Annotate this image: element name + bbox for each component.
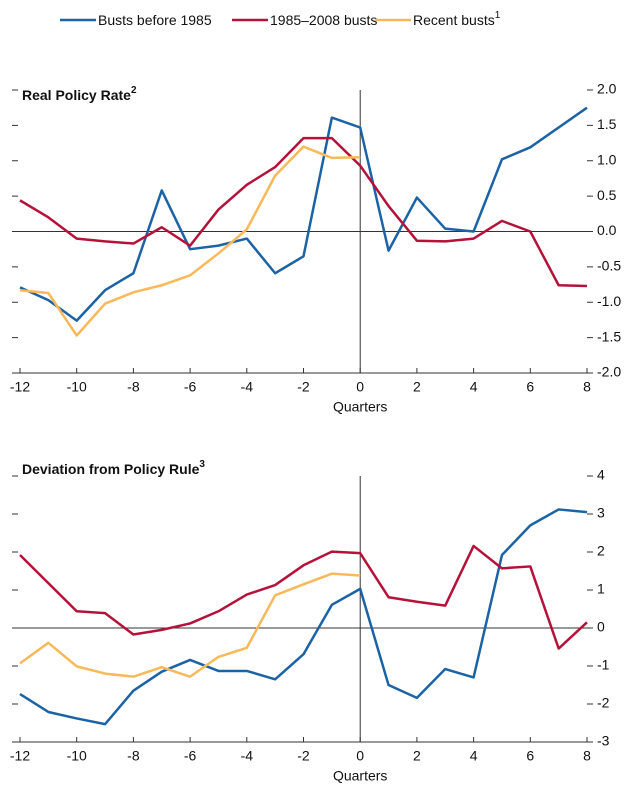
y-tick-label: -3 [597,733,610,749]
legend-text: Recent busts [413,12,495,28]
y-tick-label: 2.0 [597,81,617,97]
series-line [19,572,361,678]
y-tick-label: -0.5 [597,258,621,274]
legend-text: Busts before 1985 [98,12,212,28]
x-tick-label: 6 [526,748,534,764]
y-tick-label: -2 [597,695,610,711]
x-tick-label: 2 [413,748,421,764]
title-text: Deviation from Policy Rule [22,461,200,477]
y-tick-label: 0.5 [597,187,617,203]
y-tick-label: 4 [597,467,605,483]
x-tick-label: -2 [297,748,310,764]
y-tick-label: -1.0 [597,293,621,309]
legend-text: 1985–2008 busts [270,12,377,28]
x-tick-label: 0 [356,379,364,395]
x-tick-label: -12 [10,379,30,395]
y-tick-label: 0.0 [597,222,617,238]
legend-note: 1 [495,10,501,21]
x-tick-label: -8 [127,379,140,395]
y-tick-label: -1 [597,657,610,673]
y-tick-label: -2.0 [597,364,621,380]
x-tick-label: 2 [413,379,421,395]
title-note: 3 [199,459,205,470]
legend-label: 1985–2008 busts [270,12,377,28]
legend-label: Busts before 1985 [98,12,212,28]
x-tick-label: 8 [583,379,591,395]
y-tick-label: -1.5 [597,328,621,344]
title-text: Real Policy Rate [22,87,131,103]
x-tick-label: -2 [297,379,310,395]
x-tick-label: -4 [241,379,254,395]
series-line [19,544,588,650]
x-tick-label: 0 [356,748,364,764]
series-line [19,106,588,322]
x-tick-label: -4 [241,748,254,764]
series-line [19,136,588,288]
legend-label: Recent busts1 [413,10,501,28]
x-tick-label: 4 [470,379,478,395]
x-tick-label: -6 [184,748,197,764]
x-tick-label: 8 [583,748,591,764]
panel-title: Deviation from Policy Rule3 [22,459,205,477]
x-tick-label: -8 [127,748,140,764]
series-line [19,508,588,726]
y-tick-label: 1.0 [597,151,617,167]
x-axis-label: Quarters [333,768,387,784]
title-note: 2 [131,85,137,96]
x-tick-label: -10 [67,748,87,764]
x-tick-label: 4 [470,748,478,764]
panel-title: Real Policy Rate2 [22,85,137,103]
y-tick-label: 2 [597,543,605,559]
y-tick-label: 1.5 [597,116,617,132]
series-line [19,145,361,337]
y-tick-label: 0 [597,619,605,635]
x-tick-label: -6 [184,379,197,395]
y-tick-label: 1 [597,581,605,597]
x-tick-label: 6 [526,379,534,395]
x-tick-label: -12 [10,748,30,764]
x-axis-label: Quarters [333,399,387,415]
y-tick-label: 3 [597,505,605,521]
x-tick-label: -10 [67,379,87,395]
